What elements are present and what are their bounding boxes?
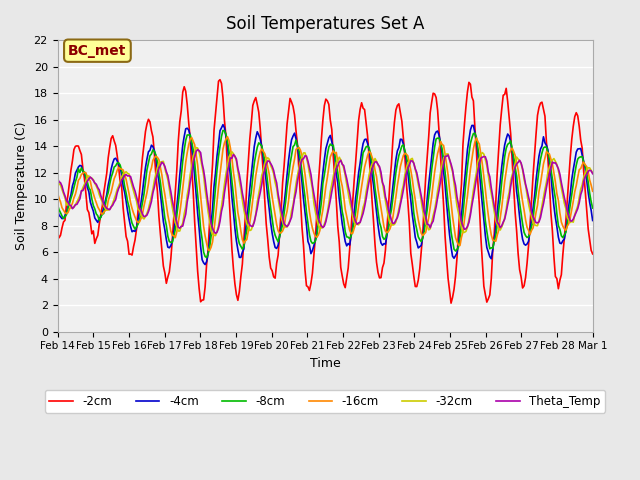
- -4cm: [219, 122, 227, 128]
- -32cm: [216, 213, 224, 218]
- -8cm: [219, 128, 227, 133]
- -16cm: [119, 167, 127, 173]
- -2cm: [447, 300, 455, 306]
- Theta_Temp: [589, 171, 596, 177]
- -4cm: [119, 183, 127, 189]
- -2cm: [562, 218, 570, 224]
- -32cm: [243, 221, 251, 227]
- Title: Soil Temperatures Set A: Soil Temperatures Set A: [226, 15, 424, 33]
- -32cm: [54, 177, 61, 182]
- Theta_Temp: [562, 201, 570, 207]
- -4cm: [201, 262, 209, 267]
- Theta_Temp: [234, 166, 242, 171]
- -4cm: [291, 130, 298, 136]
- -16cm: [205, 248, 213, 253]
- -16cm: [562, 228, 570, 233]
- Line: -8cm: -8cm: [58, 131, 593, 258]
- -4cm: [562, 228, 570, 234]
- -8cm: [291, 142, 298, 148]
- Theta_Temp: [194, 147, 202, 153]
- -2cm: [232, 292, 240, 298]
- X-axis label: Time: Time: [310, 357, 340, 370]
- Line: -4cm: -4cm: [58, 125, 593, 264]
- -32cm: [119, 171, 127, 177]
- Text: BC_met: BC_met: [68, 44, 127, 58]
- -32cm: [291, 192, 298, 198]
- -2cm: [241, 213, 249, 219]
- Line: -32cm: -32cm: [58, 147, 593, 236]
- -32cm: [212, 233, 220, 239]
- Y-axis label: Soil Temperature (C): Soil Temperature (C): [15, 121, 28, 250]
- Theta_Temp: [119, 176, 127, 182]
- -4cm: [589, 217, 596, 223]
- Theta_Temp: [216, 218, 224, 224]
- -16cm: [223, 134, 231, 140]
- Theta_Temp: [212, 230, 220, 236]
- -16cm: [54, 190, 61, 196]
- -8cm: [243, 227, 251, 232]
- Line: Theta_Temp: Theta_Temp: [58, 150, 593, 233]
- -8cm: [54, 202, 61, 207]
- Line: -16cm: -16cm: [58, 137, 593, 251]
- -2cm: [54, 229, 61, 235]
- -8cm: [214, 153, 222, 159]
- Theta_Temp: [291, 196, 298, 202]
- -16cm: [214, 184, 222, 190]
- -16cm: [234, 210, 242, 216]
- -8cm: [119, 173, 127, 179]
- Theta_Temp: [54, 176, 61, 181]
- -8cm: [234, 235, 242, 240]
- Theta_Temp: [243, 213, 251, 218]
- -32cm: [589, 170, 596, 176]
- -32cm: [192, 144, 200, 150]
- -8cm: [589, 205, 596, 211]
- -8cm: [562, 229, 570, 235]
- -16cm: [589, 188, 596, 194]
- -4cm: [243, 216, 251, 222]
- -4cm: [234, 247, 242, 252]
- -8cm: [203, 255, 211, 261]
- -2cm: [213, 96, 221, 101]
- -2cm: [289, 104, 297, 109]
- -2cm: [216, 77, 224, 83]
- -4cm: [54, 207, 61, 213]
- -16cm: [291, 156, 298, 162]
- -16cm: [243, 237, 251, 242]
- -2cm: [119, 205, 127, 211]
- Legend: -2cm, -4cm, -8cm, -16cm, -32cm, Theta_Temp: -2cm, -4cm, -8cm, -16cm, -32cm, Theta_Te…: [45, 390, 605, 413]
- -32cm: [562, 205, 570, 211]
- -2cm: [589, 251, 596, 257]
- -4cm: [214, 141, 222, 147]
- Line: -2cm: -2cm: [58, 80, 593, 303]
- -32cm: [234, 168, 242, 174]
